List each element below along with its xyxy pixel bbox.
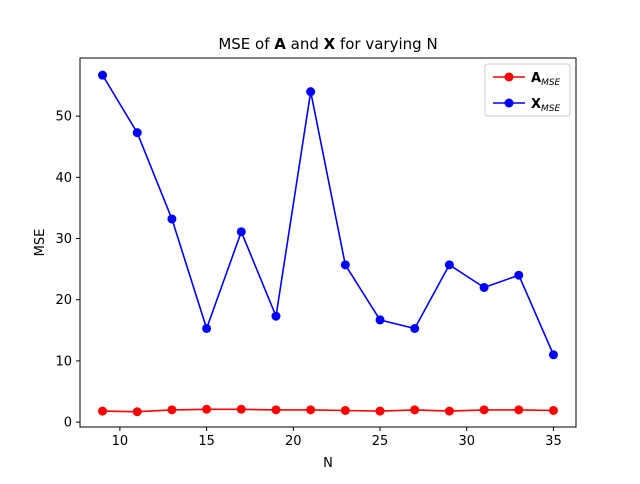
data-point-x [202, 323, 212, 333]
x-tick-label: 30 [458, 434, 475, 449]
data-point-x [236, 227, 246, 237]
series-a [98, 404, 558, 417]
x-axis-ticks: 10 15 20 25 30 35 [112, 427, 562, 449]
data-point-a [479, 405, 489, 415]
data-point-x [132, 128, 142, 138]
x-tick-label: 15 [198, 434, 215, 449]
legend-marker-a [504, 72, 514, 82]
series-x [98, 70, 558, 360]
legend-marker-x [504, 98, 514, 108]
y-axis-label: MSE [33, 229, 48, 257]
legend-label-a: AMSE [531, 71, 561, 88]
data-point-a [202, 404, 212, 414]
chart-title-part-4: for varying N [335, 35, 437, 53]
x-tick-label: 10 [112, 434, 129, 449]
data-point-x [514, 270, 524, 280]
series-layer [98, 70, 558, 417]
legend-label-main: A [531, 71, 541, 86]
data-point-x [98, 70, 108, 80]
plot-area-frame [79, 57, 577, 428]
data-point-x [306, 87, 316, 97]
legend-label-subscript: MSE [541, 78, 560, 88]
chart-title-part-2: and [286, 35, 324, 53]
x-axis-label: N [323, 456, 333, 471]
data-point-a [132, 407, 142, 417]
data-point-a [410, 405, 420, 415]
y-tick-label: 40 [55, 171, 72, 186]
data-point-x [271, 311, 281, 321]
data-point-x [479, 282, 489, 292]
data-point-a [514, 405, 524, 415]
data-point-a [375, 406, 385, 416]
y-tick-label: 20 [55, 293, 72, 308]
series-line-x [101, 74, 555, 356]
data-point-a [167, 405, 177, 415]
x-tick-label: 35 [545, 434, 562, 449]
y-tick-label: 0 [64, 416, 72, 431]
chart-title-part-3: X [324, 35, 336, 53]
data-point-a [444, 406, 454, 416]
data-point-a [236, 404, 246, 414]
chart-title-text: MSE of A and X for varying N [218, 35, 437, 53]
legend-label-main: X [531, 97, 541, 112]
y-tick-label: 30 [55, 232, 72, 247]
x-tick-label: 20 [285, 434, 302, 449]
data-point-x [167, 214, 177, 224]
y-axis-ticks: 0 10 20 30 40 50 [55, 110, 80, 431]
y-tick-label: 10 [55, 354, 72, 369]
y-tick-label: 50 [55, 110, 72, 125]
legend-label-x: XMSE [531, 97, 561, 114]
chart-title-part-1: A [274, 35, 286, 53]
x-tick-label: 25 [372, 434, 389, 449]
data-point-a [340, 405, 350, 415]
data-point-x [410, 323, 420, 333]
data-point-a [306, 405, 316, 415]
data-point-a [271, 405, 281, 415]
data-point-x [548, 350, 558, 360]
data-point-x [375, 315, 385, 325]
data-point-a [548, 405, 558, 415]
series-line-a [102, 408, 554, 413]
legend-label-subscript: MSE [541, 104, 560, 114]
chart-title: MSE of A and X for varying N [218, 35, 437, 53]
data-point-x [340, 260, 350, 270]
data-point-a [98, 406, 108, 416]
chart-title-part-0: MSE of [218, 35, 274, 53]
data-point-x [444, 260, 454, 270]
